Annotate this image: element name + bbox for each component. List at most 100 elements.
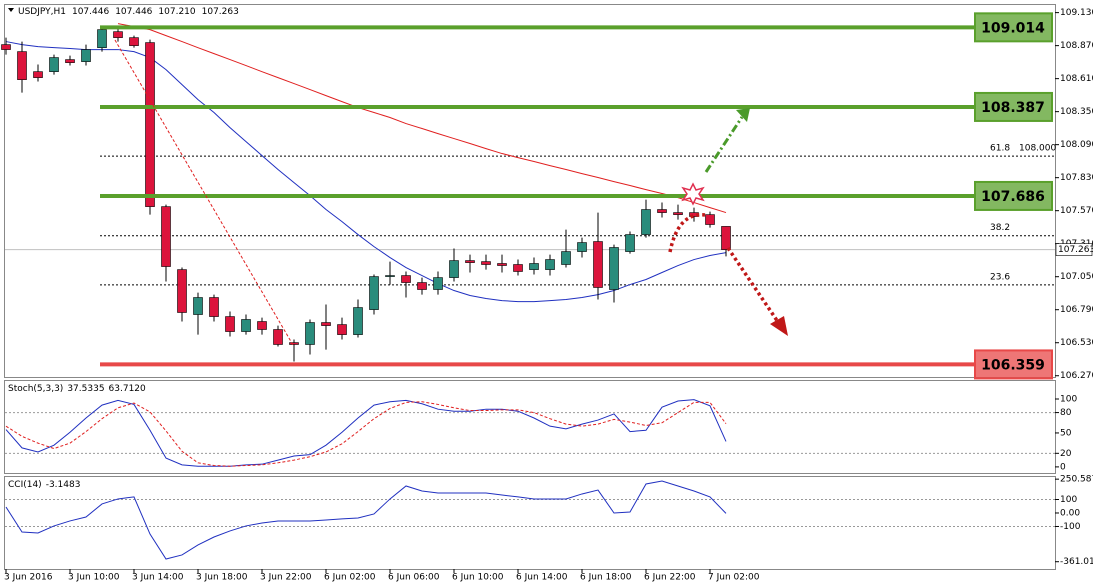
header: USDJPY,H1 107.446 107.446 107.210 107.263 bbox=[18, 7, 239, 17]
candle-body bbox=[609, 247, 619, 290]
candle-body bbox=[49, 57, 59, 72]
candle-body bbox=[641, 209, 651, 235]
candle-body bbox=[33, 71, 43, 78]
moving-average bbox=[117, 23, 727, 214]
header-value: 107.263 bbox=[202, 7, 239, 17]
indicator-header: CCI(14) -3.1483 bbox=[8, 480, 80, 490]
candle-body bbox=[385, 275, 395, 277]
y-tick-label: 107.050 bbox=[1060, 272, 1093, 282]
candle-body bbox=[449, 260, 459, 278]
x-tick-label: 6 Jun 02:00 bbox=[324, 573, 376, 583]
x-tick-label: 3 Jun 2016 bbox=[4, 573, 53, 583]
touch-star bbox=[681, 182, 705, 206]
fib-ratio: 23.6 bbox=[990, 272, 1010, 282]
candle-body bbox=[17, 51, 27, 80]
candle-body bbox=[337, 324, 347, 335]
indicator-reading: -3.1483 bbox=[46, 480, 81, 490]
level-label: 108.387 bbox=[981, 100, 1045, 116]
main-panel bbox=[4, 4, 1056, 378]
candle-body bbox=[657, 209, 667, 213]
header-triangle bbox=[8, 8, 14, 12]
level-label: 107.686 bbox=[981, 189, 1045, 205]
x-tick-label: 7 Jun 02:00 bbox=[708, 573, 760, 583]
x-tick-label: 6 Jun 10:00 bbox=[452, 573, 504, 583]
candle-body bbox=[65, 59, 75, 63]
level-label: 106.359 bbox=[981, 357, 1045, 373]
header-value: 107.210 bbox=[158, 7, 195, 17]
candle-body bbox=[529, 263, 539, 270]
y-tick-label: 107.830 bbox=[1060, 173, 1093, 183]
indicator-title: CCI(14) bbox=[8, 480, 42, 490]
candle-body bbox=[113, 31, 123, 38]
current-price-box bbox=[1055, 243, 1093, 256]
candle-body bbox=[401, 275, 411, 283]
candle-body bbox=[561, 251, 571, 265]
candle-body bbox=[161, 206, 171, 267]
y-tick-label: 106.790 bbox=[1060, 305, 1093, 315]
candle-body bbox=[593, 241, 603, 288]
candle-body bbox=[577, 242, 587, 252]
candle-body bbox=[225, 316, 235, 332]
candle-body bbox=[625, 234, 635, 252]
zigzag-line bbox=[114, 39, 294, 346]
down-arrowhead bbox=[770, 316, 788, 336]
indicator-reading: 37.5335 bbox=[67, 384, 104, 394]
indicator-header: Stoch(5,3,3) 37.5335 63.7120 bbox=[8, 384, 146, 394]
candle-body bbox=[177, 269, 187, 313]
candle-body bbox=[241, 319, 251, 332]
moving-average bbox=[5, 41, 727, 303]
down-arrow bbox=[726, 247, 780, 323]
y-tick-label: -361.0154 bbox=[1060, 557, 1093, 567]
candle-body bbox=[145, 42, 155, 207]
x-tick-label: 3 Jun 22:00 bbox=[260, 573, 312, 583]
y-tick-label: 108.350 bbox=[1060, 107, 1093, 117]
candle-body bbox=[481, 261, 491, 265]
symbol: USDJPY,H1 bbox=[18, 7, 66, 17]
indicator-line bbox=[5, 480, 727, 560]
candle-body bbox=[353, 307, 363, 335]
indicator-title: Stoch(5,3,3) bbox=[8, 384, 63, 394]
y-tick-label: 107.570 bbox=[1060, 206, 1093, 216]
candle-body bbox=[433, 277, 443, 290]
y-tick-label: 106.530 bbox=[1060, 338, 1093, 348]
y-tick-label: 109.130 bbox=[1060, 8, 1093, 18]
candle-body bbox=[321, 322, 331, 326]
candle-body bbox=[417, 282, 427, 290]
y-tick-label: 106.270 bbox=[1060, 371, 1093, 381]
up-arrow bbox=[704, 116, 744, 173]
candle-body bbox=[257, 321, 267, 330]
candle-body bbox=[209, 297, 219, 317]
level-box bbox=[974, 180, 1053, 211]
y-tick-label: 50 bbox=[1060, 428, 1072, 438]
x-tick-label: 6 Jun 18:00 bbox=[580, 573, 632, 583]
candle-body bbox=[369, 276, 379, 310]
y-tick-label: 108.870 bbox=[1060, 41, 1093, 51]
candle-body bbox=[129, 37, 139, 46]
plot: 109.130 108.870 108.610 108.350 108.090 107.8… bbox=[1, 8, 1093, 583]
candle-body bbox=[705, 214, 715, 225]
y-tick-label: 100 bbox=[1060, 495, 1077, 505]
candle-body bbox=[513, 264, 523, 272]
candle-body bbox=[721, 226, 731, 250]
candle-body bbox=[273, 329, 283, 345]
level-box bbox=[974, 349, 1053, 380]
y-tick-label: 108.610 bbox=[1060, 74, 1093, 84]
candle-body bbox=[465, 260, 475, 263]
candle-body bbox=[81, 49, 91, 62]
current-price-label: 107.263 bbox=[1058, 245, 1093, 255]
stoch-panel bbox=[4, 380, 1056, 474]
candle-body bbox=[1, 44, 11, 50]
header-value: 107.446 bbox=[72, 7, 109, 17]
level-label: 109.014 bbox=[981, 20, 1045, 36]
y-tick-label: 100 bbox=[1060, 395, 1077, 405]
x-tick-label: 6 Jun 14:00 bbox=[516, 573, 568, 583]
x-tick-label: 3 Jun 18:00 bbox=[196, 573, 248, 583]
header-value: 107.446 bbox=[115, 7, 152, 17]
annotations bbox=[668, 108, 788, 336]
up-arrowhead bbox=[736, 108, 750, 122]
candle-body bbox=[305, 322, 315, 345]
x-tick-label: 3 Jun 14:00 bbox=[132, 573, 184, 583]
